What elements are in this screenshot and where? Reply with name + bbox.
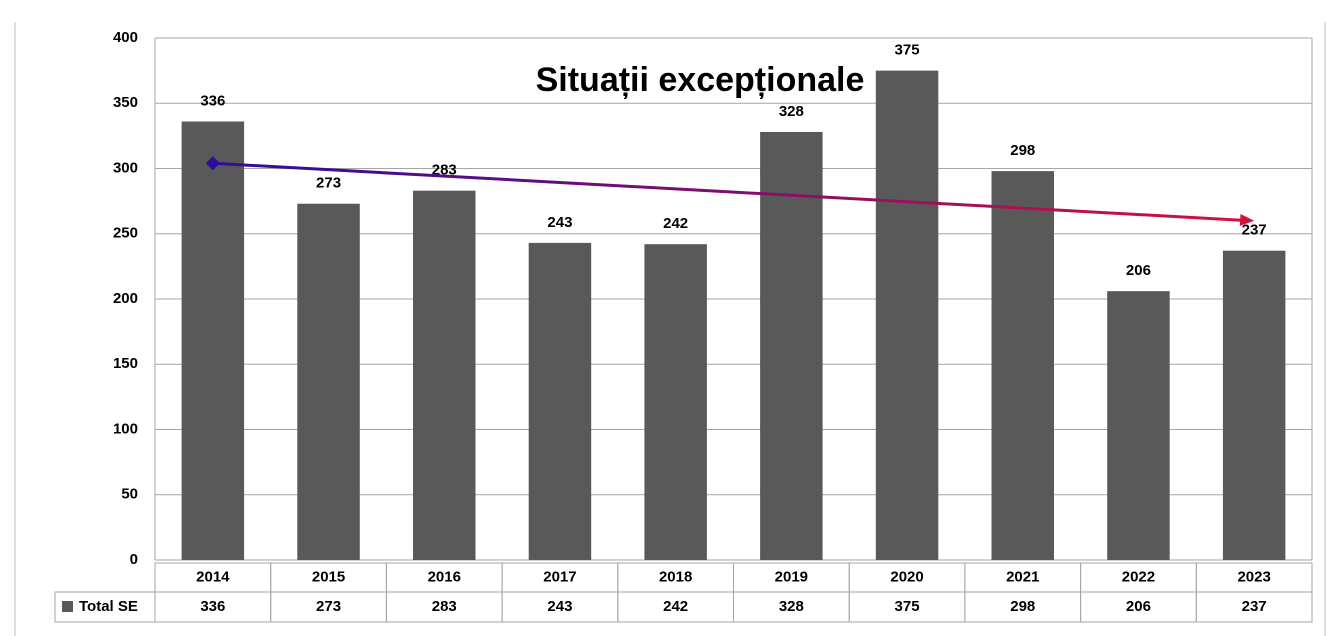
table-value: 328 [779,598,804,615]
data-label: 328 [779,103,804,120]
bar [875,70,939,560]
bar [760,131,823,560]
x-tick-label: 2023 [1237,568,1270,585]
table-value: 283 [432,598,457,615]
table-value: 206 [1126,598,1151,615]
x-tick-label: 2018 [659,568,692,585]
x-tick-label: 2014 [196,568,230,585]
y-tick-label: 300 [113,159,138,176]
y-tick-label: 50 [121,486,138,503]
table-value: 237 [1242,598,1267,615]
data-label: 237 [1242,222,1267,239]
x-tick-label: 2017 [543,568,576,585]
table-value: 273 [316,598,341,615]
x-tick-label: 2020 [890,568,923,585]
data-label: 375 [895,42,920,59]
data-label: 298 [1010,142,1035,159]
y-tick-label: 250 [113,225,138,242]
trend-line [212,161,1251,223]
bar [1107,291,1170,560]
table-value: 243 [547,598,572,615]
bar [181,121,245,561]
bar [297,203,360,561]
x-tick-label: 2022 [1122,568,1155,585]
data-label: 206 [1126,262,1151,279]
bar [528,242,592,560]
bar [1222,250,1286,560]
x-tick-label: 2015 [312,568,345,585]
y-tick-label: 200 [113,290,138,307]
trend-start [205,156,220,171]
y-tick-label: 150 [113,355,138,372]
table-value: 375 [895,598,920,615]
data-label: 243 [547,214,572,231]
data-label: 242 [663,215,688,232]
table-value: 242 [663,598,688,615]
x-tick-label: 2019 [775,568,808,585]
table-value: 298 [1010,598,1035,615]
bar [413,190,476,560]
y-tick-label: 100 [113,420,138,437]
bar [991,171,1054,561]
table-value: 336 [200,598,225,615]
table-cell [1195,591,1313,623]
legend-swatch [62,601,73,612]
data-label: 336 [200,92,225,109]
data-label: 273 [316,175,341,192]
bar [644,244,707,560]
legend-label: Total SE [79,598,138,615]
trend-arrow [1239,213,1255,226]
y-tick-label: 400 [113,29,138,46]
x-tick-label: 2021 [1006,568,1039,585]
y-tick-label: 350 [113,94,138,111]
chart-title: Situații excepționale [536,61,865,99]
x-tick-label: 2016 [428,568,461,585]
y-tick-label: 0 [130,551,138,568]
